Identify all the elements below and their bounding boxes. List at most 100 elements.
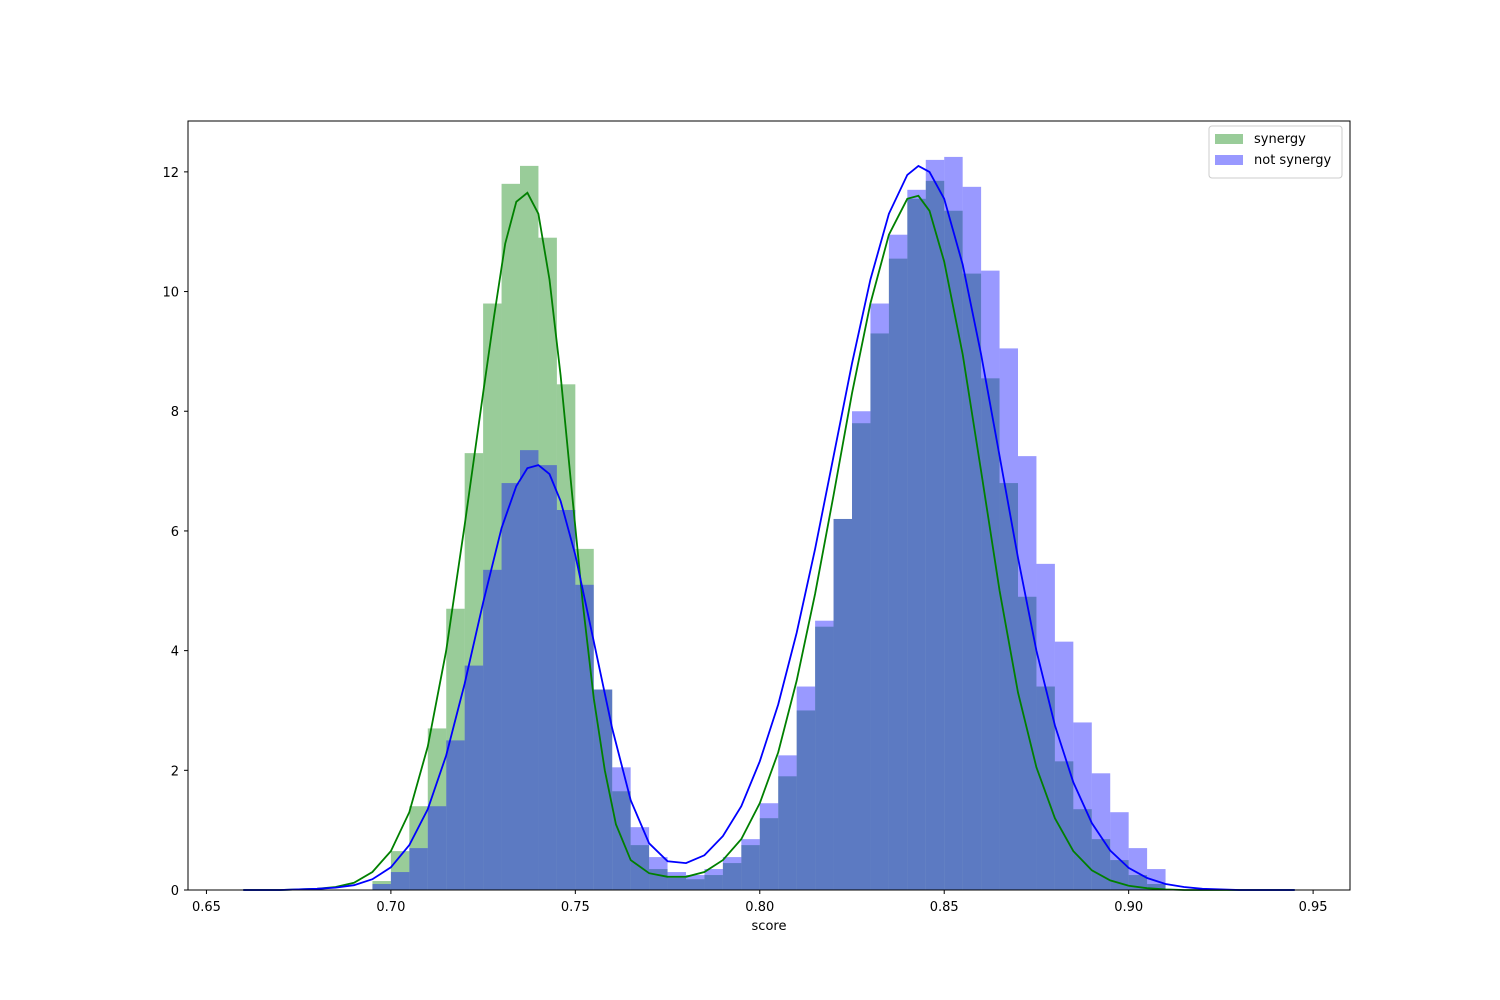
- bar-synergy: [1036, 686, 1055, 890]
- bar-not-synergy: [888, 234, 908, 890]
- bar-not-synergy: [1018, 456, 1037, 890]
- bar-not-synergy: [759, 803, 779, 890]
- x-tick-label: 0.90: [1114, 900, 1143, 915]
- bar-synergy: [1073, 809, 1092, 890]
- bar-not-synergy: [907, 189, 926, 890]
- x-tick-label: 0.65: [192, 900, 221, 915]
- bar-not-synergy: [852, 411, 871, 890]
- legend: synergy not synergy: [1208, 125, 1343, 179]
- bar-synergy: [501, 183, 520, 891]
- bar-synergy: [888, 258, 908, 890]
- legend-label-synergy: synergy: [1254, 132, 1306, 147]
- bar-not-synergy: [1110, 812, 1129, 890]
- bar-not-synergy: [686, 875, 705, 890]
- legend-label-not-synergy: not synergy: [1254, 153, 1331, 168]
- axes-frame: [187, 120, 1351, 891]
- bar-synergy: [796, 710, 816, 890]
- legend-box: [1208, 125, 1343, 179]
- bar-synergy: [483, 303, 502, 891]
- bar-synergy: [759, 818, 779, 890]
- y-tick-label: 12: [162, 166, 179, 181]
- bar-synergy: [944, 210, 963, 890]
- bar-not-synergy: [390, 872, 410, 890]
- bar-not-synergy: [981, 270, 1000, 890]
- bar-not-synergy: [815, 620, 834, 890]
- bar-not-synergy: [962, 186, 982, 890]
- bar-synergy: [1018, 596, 1037, 890]
- bar-not-synergy: [446, 740, 465, 890]
- bar-not-synergy: [409, 848, 428, 890]
- y-tick-label: 10: [162, 286, 179, 301]
- bar-synergy: [704, 875, 723, 890]
- bar-not-synergy: [593, 689, 613, 890]
- plot-area: [243, 156, 1295, 891]
- bar-not-synergy: [778, 755, 797, 890]
- bar-not-synergy: [464, 665, 484, 890]
- bar-not-synergy: [649, 857, 668, 890]
- bar-not-synergy: [925, 159, 945, 891]
- y-tick-label: 4: [171, 645, 179, 660]
- bar-not-synergy: [556, 509, 576, 890]
- legend-swatch-not-synergy: [1215, 155, 1243, 165]
- bar-synergy: [520, 165, 539, 890]
- bar-synergy: [556, 384, 576, 890]
- bar-not-synergy: [520, 450, 539, 890]
- bar-not-synergy: [667, 872, 686, 890]
- bar-not-synergy: [704, 869, 723, 890]
- bar-synergy: [1147, 884, 1166, 890]
- kde-line-not-synergy: [243, 164, 1295, 891]
- kde-line-synergy: [243, 191, 1295, 891]
- bar-synergy: [1054, 761, 1074, 890]
- bar-not-synergy: [1128, 848, 1148, 890]
- bar-not-synergy: [427, 806, 447, 890]
- x-tick-label: 0.80: [745, 900, 774, 915]
- bar-synergy: [464, 453, 484, 890]
- bar-synergy: [667, 878, 686, 890]
- bar-not-synergy: [796, 686, 816, 890]
- bars-synergy: [372, 165, 1166, 891]
- bar-not-synergy: [999, 348, 1018, 890]
- x-tick-label: 0.95: [1299, 900, 1328, 915]
- bar-synergy: [907, 198, 926, 890]
- legend-swatch-synergy: [1215, 134, 1243, 144]
- bar-not-synergy: [741, 839, 760, 890]
- bar-not-synergy: [612, 767, 631, 890]
- bar-synergy: [870, 333, 889, 890]
- x-tick-label: 0.70: [376, 900, 405, 915]
- x-axis-label: score: [752, 919, 787, 934]
- bar-synergy: [538, 237, 557, 890]
- bar-not-synergy: [722, 857, 742, 890]
- bar-synergy: [409, 806, 428, 890]
- y-axis-ticks: 0 2 4 6 8 10 12: [162, 166, 188, 899]
- bar-synergy: [612, 791, 631, 890]
- bar-synergy: [833, 518, 852, 890]
- x-tick-label: 0.75: [561, 900, 590, 915]
- bar-not-synergy: [483, 569, 502, 890]
- bar-synergy: [741, 845, 760, 890]
- y-tick-label: 0: [171, 884, 179, 899]
- bar-synergy: [962, 273, 982, 890]
- y-tick-label: 8: [171, 405, 179, 420]
- bar-not-synergy: [1147, 869, 1166, 890]
- x-tick-label: 0.85: [930, 900, 959, 915]
- bar-synergy: [852, 423, 871, 890]
- bar-not-synergy: [501, 483, 520, 890]
- y-tick-label: 6: [171, 525, 179, 540]
- bars-not-synergy: [372, 156, 1166, 891]
- y-tick-label: 2: [171, 764, 179, 779]
- bar-not-synergy: [1091, 773, 1111, 890]
- bar-synergy: [815, 626, 834, 890]
- x-axis-ticks: 0.65 0.70 0.75 0.80 0.85 0.90 0.95: [192, 890, 1328, 915]
- bar-synergy: [722, 863, 742, 890]
- bar-synergy: [999, 483, 1018, 890]
- bar-not-synergy: [944, 156, 963, 890]
- bar-synergy: [593, 689, 613, 890]
- bar-not-synergy: [1054, 641, 1074, 890]
- bar-not-synergy: [538, 465, 557, 890]
- bar-not-synergy: [870, 303, 889, 891]
- bar-synergy: [925, 180, 945, 890]
- bar-not-synergy: [833, 518, 852, 890]
- bar-synergy: [778, 776, 797, 890]
- bar-synergy: [372, 881, 391, 890]
